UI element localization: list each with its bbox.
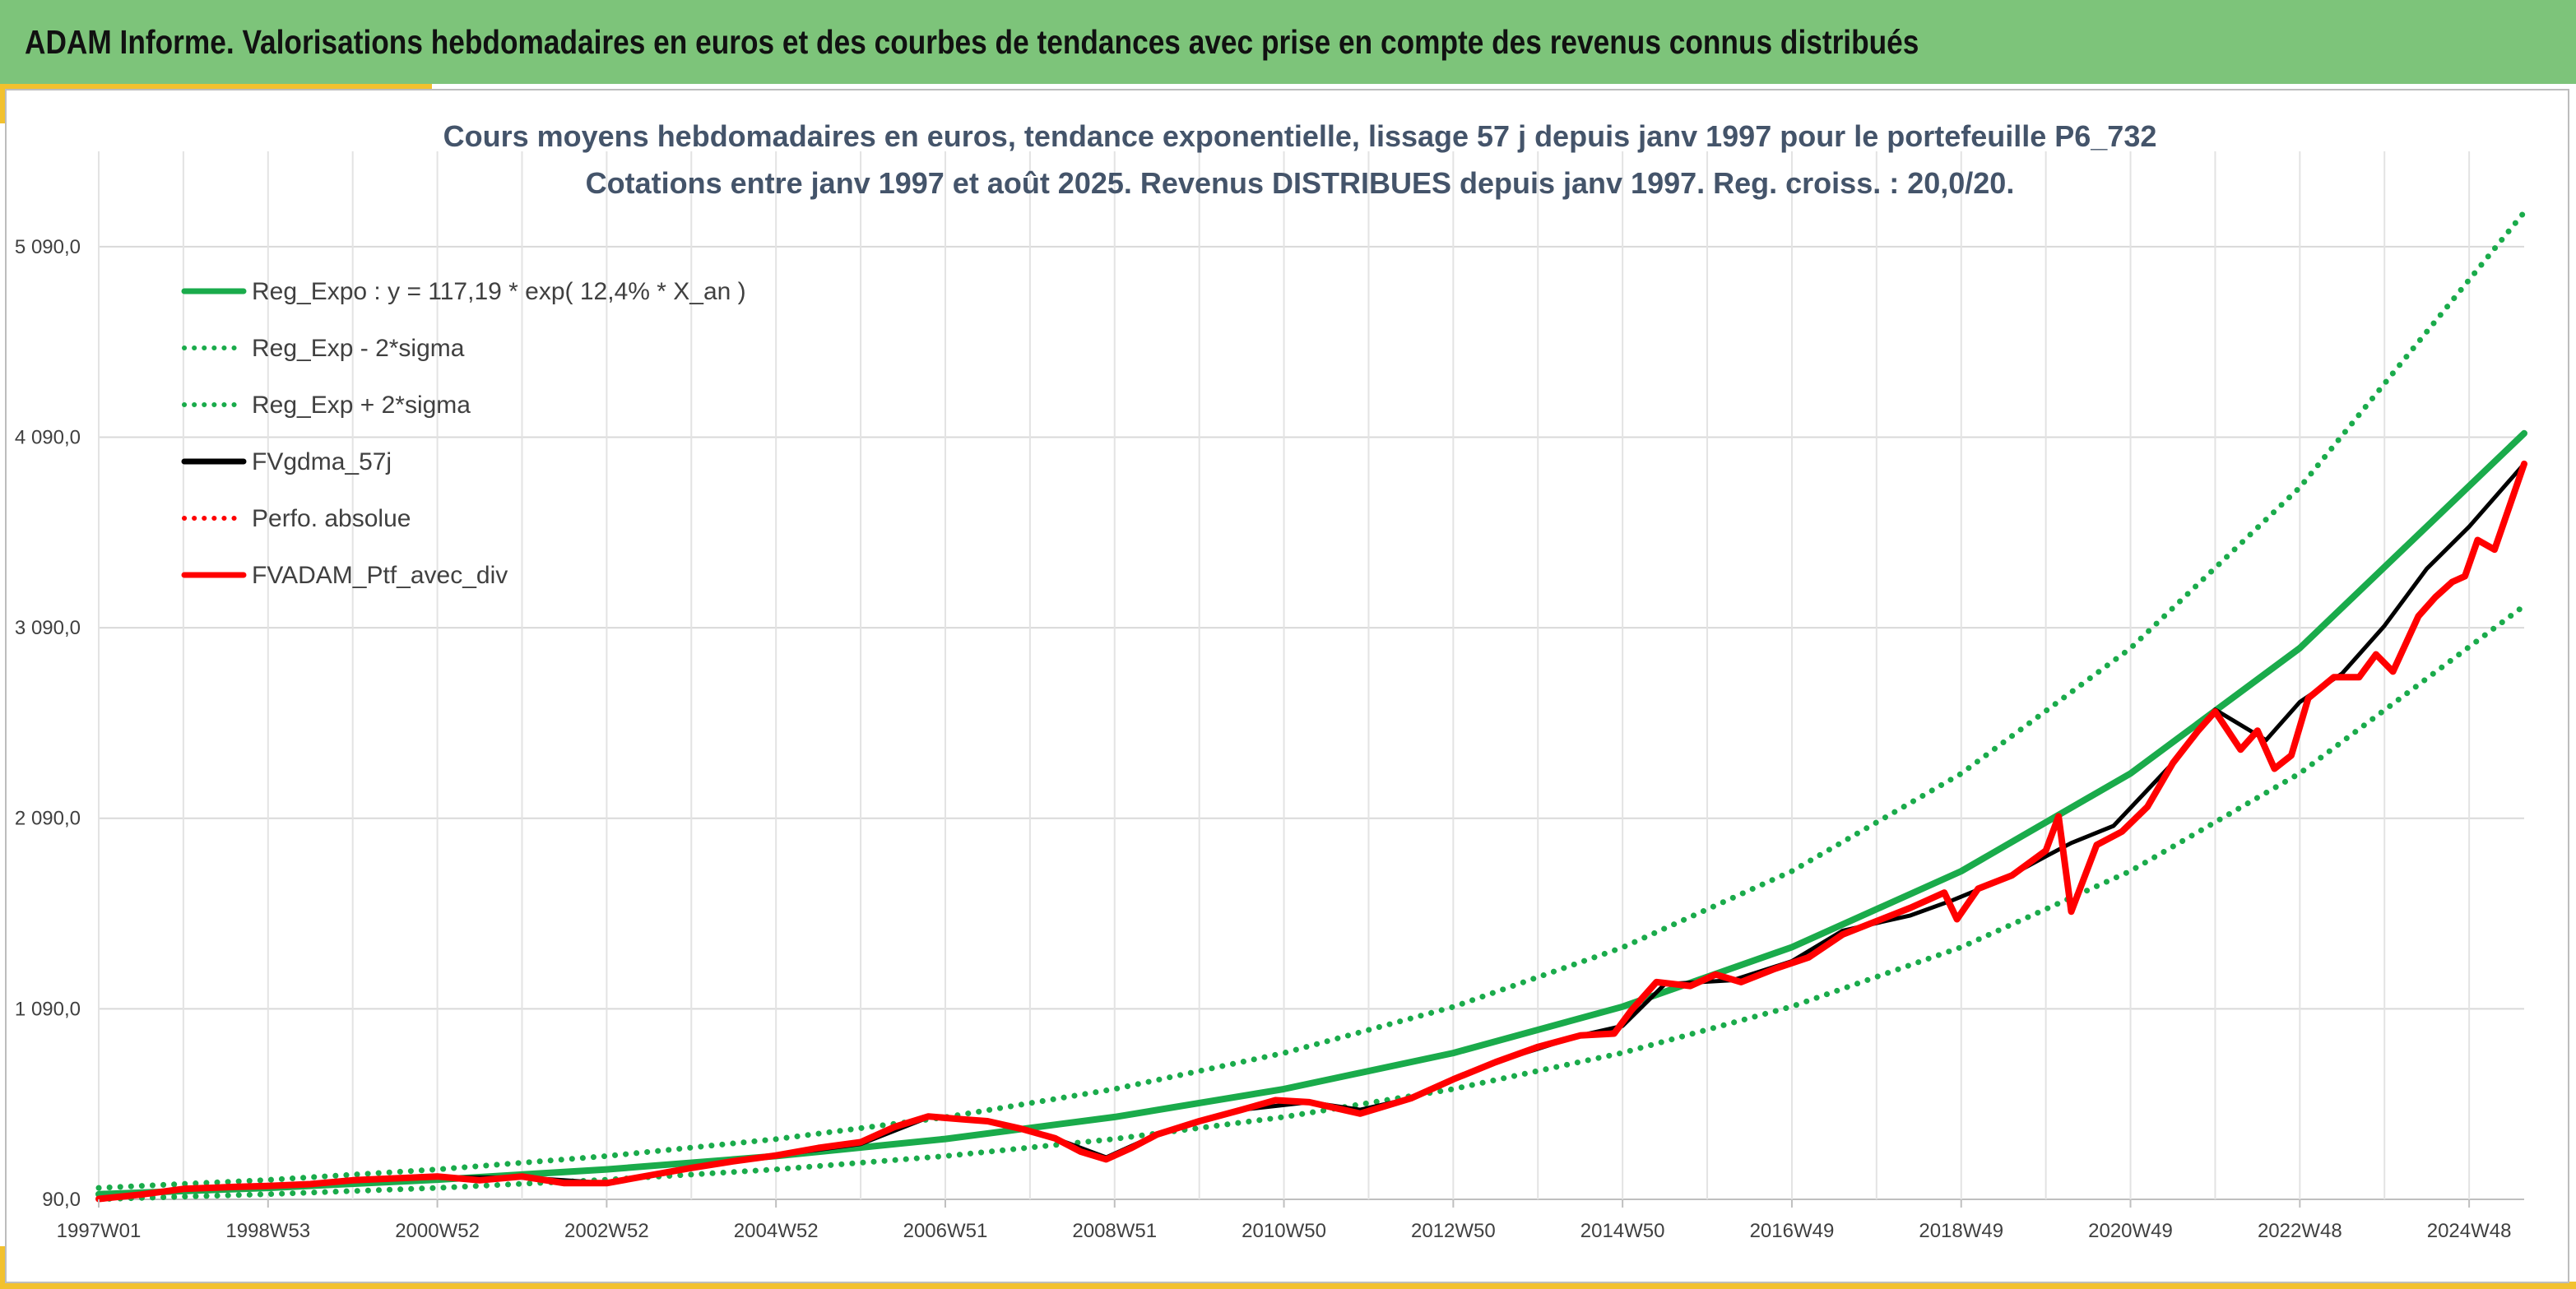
series-line-fvadam-ptf-avec-div (95, 460, 2527, 1203)
chart-subtitle: Cotations entre janv 1997 et août 2025. … (586, 166, 2015, 200)
x-tick-label: 2014W50 (1580, 1220, 1665, 1242)
chart-grid (98, 151, 2524, 1200)
chart-series (95, 209, 2527, 1203)
y-tick-label: 4 090,0 (15, 426, 81, 448)
x-tick-label: 2022W48 (2258, 1220, 2342, 1242)
legend-label: Reg_Expo : y = 117,19 * exp( 12,4% * X_a… (252, 278, 746, 305)
accent-bar-top (0, 84, 432, 90)
x-tick-label: 2008W51 (1072, 1220, 1157, 1242)
x-tick-label: 2002W52 (564, 1220, 649, 1242)
x-tick-label: 2020W49 (2088, 1220, 2173, 1242)
legend-item-reg-exp-minus-2sigma: Reg_Exp - 2*sigma (182, 335, 465, 362)
x-tick-label: 2024W48 (2427, 1220, 2512, 1242)
chart-legend: Reg_Expo : y = 117,19 * exp( 12,4% * X_a… (181, 278, 746, 589)
legend-item-fvgdma-57j: FVgdma_57j (181, 448, 392, 475)
series-line-reg-expo (95, 429, 2527, 1198)
chart-title: Cours moyens hebdomadaires en euros, ten… (443, 119, 2157, 153)
legend-label: FVADAM_Ptf_avec_div (252, 562, 508, 589)
legend-item-reg-exp-plus-2sigma: Reg_Exp + 2*sigma (182, 392, 471, 419)
x-tick-label: 2000W52 (395, 1220, 480, 1242)
chart-frame (5, 89, 2569, 1283)
accent-bar-bottom (0, 1282, 2576, 1289)
header-banner: ADAM Informe. Valorisations hebdomadaire… (0, 0, 2576, 84)
y-tick-label: 5 090,0 (15, 236, 81, 258)
page-title: ADAM Informe. Valorisations hebdomadaire… (25, 22, 1919, 61)
legend-item-reg-expo: Reg_Expo : y = 117,19 * exp( 12,4% * X_a… (181, 278, 746, 305)
series-line-reg-exp-minus-2sigma (95, 603, 2527, 1203)
y-tick-label: 3 090,0 (15, 617, 81, 639)
x-tick-label: 2004W52 (734, 1220, 819, 1242)
y-tick-label: 2 090,0 (15, 808, 81, 830)
accent-bar-bottom-left (0, 1246, 7, 1289)
accent-bar-left (0, 84, 7, 123)
legend-label: Reg_Exp + 2*sigma (252, 392, 471, 419)
legend-label: Reg_Exp - 2*sigma (252, 335, 465, 362)
y-tick-label: 90,0 (42, 1189, 81, 1211)
x-tick-label: 1998W53 (225, 1220, 310, 1242)
x-tick-label: 2016W49 (1750, 1220, 1835, 1242)
legend-item-fvadam-ptf-avec-div: FVADAM_Ptf_avec_div (181, 562, 508, 589)
legend-label: FVgdma_57j (252, 448, 392, 475)
series-line-reg-exp-plus-2sigma (95, 209, 2527, 1191)
x-tick-label: 2010W50 (1242, 1220, 1326, 1242)
x-tick-label: 1997W01 (57, 1220, 142, 1242)
x-tick-label: 2006W51 (903, 1220, 988, 1242)
legend-item-perfo-absolue: Perfo. absolue (182, 505, 411, 532)
x-tick-label: 2012W50 (1411, 1220, 1496, 1242)
x-tick-label: 2018W49 (1919, 1220, 2003, 1242)
y-tick-label: 1 090,0 (15, 998, 81, 1020)
legend-label: Perfo. absolue (252, 505, 411, 532)
y-axis-labels: 90,0 1 090,0 2 090,0 3 090,0 4 090,0 5 090,0 (15, 236, 81, 1211)
x-axis-labels: 1997W01 1998W53 2000W52 2002W52 2004W52 2006W… (57, 1199, 2512, 1242)
